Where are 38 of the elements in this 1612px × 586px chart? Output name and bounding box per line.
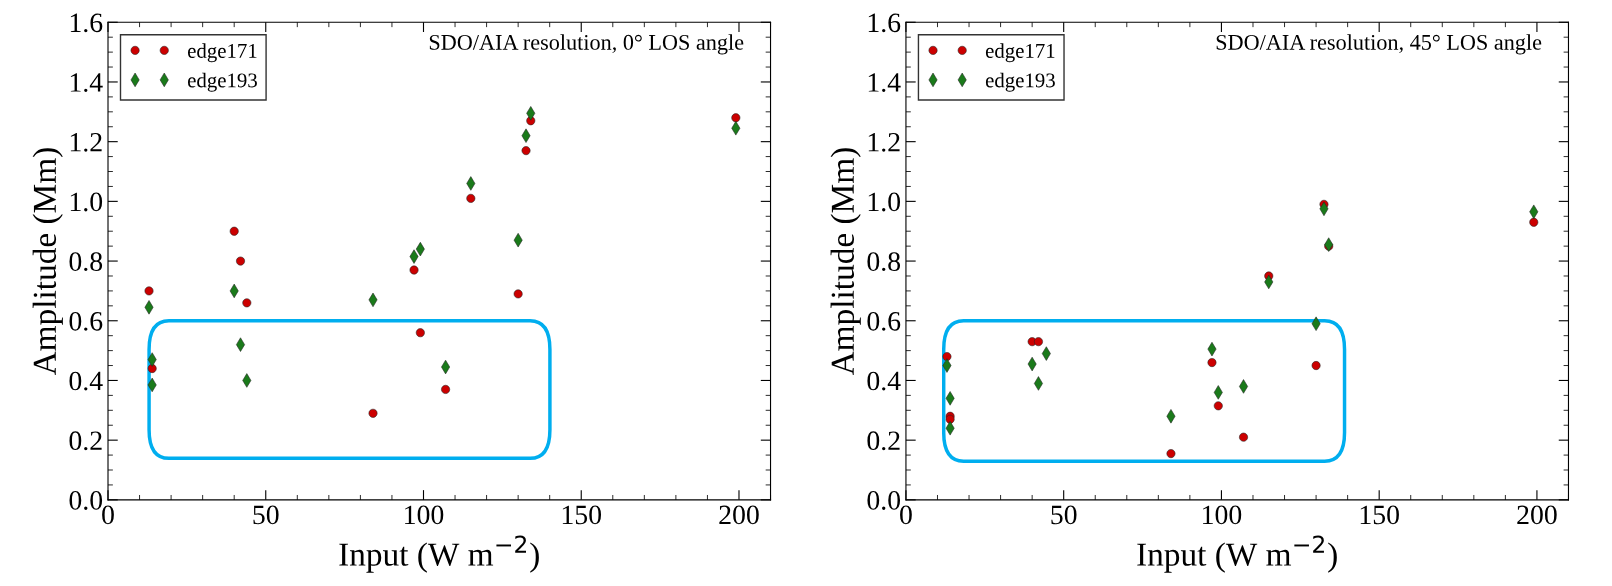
- chart-title: SDO/AIA resolution, 0° LOS angle: [429, 34, 744, 55]
- y-tick-label: 1.0: [868, 192, 901, 212]
- y-tick-label: 0.2: [69, 431, 102, 451]
- legend-label: edge171: [187, 43, 257, 63]
- y-axis-title: Amplitude (Mm): [32, 148, 63, 376]
- y-tick-label: 0.0: [867, 491, 901, 510]
- legend-label: edge171: [985, 43, 1055, 63]
- y-tick-label: 0.4: [69, 371, 103, 391]
- legend-label: edge193: [187, 72, 257, 92]
- x-tick-label: 150: [562, 505, 602, 525]
- y-tick-label: 0.6: [69, 311, 103, 331]
- y-tick-label: 0.4: [867, 371, 901, 391]
- x-tick-label: 0: [900, 505, 912, 525]
- y-tick-label: 1.2: [868, 132, 900, 152]
- y-tick-label: 1.6: [70, 13, 103, 33]
- y-tick-label: 1.4: [868, 73, 901, 92]
- x-tick-label: 0: [102, 505, 114, 525]
- x-tick-label: 50: [1051, 505, 1077, 525]
- y-tick-label: 0.8: [867, 252, 901, 272]
- y-tick-label: 1.2: [70, 132, 102, 152]
- y-tick-label: 0.6: [867, 311, 901, 331]
- x-tick-label: 200: [1517, 505, 1557, 525]
- chart-title: SDO/AIA resolution, 45° LOS angle: [1216, 34, 1542, 55]
- x-tick-label: 100: [1203, 505, 1242, 525]
- y-tick-label: 0.2: [867, 431, 900, 451]
- y-tick-label: 1.4: [70, 73, 103, 92]
- x-axis-title: Input (W m$^{−2}$): [1137, 535, 1337, 573]
- y-axis-title: Amplitude (Mm): [830, 148, 861, 376]
- y-tick-label: 0.8: [69, 252, 103, 272]
- x-tick-label: 100: [405, 505, 444, 525]
- x-axis-title: Input (W m$^{−2}$): [339, 535, 539, 573]
- x-tick-label: 50: [253, 505, 279, 525]
- x-tick-label: 150: [1360, 505, 1399, 525]
- y-tick-label: 1.0: [70, 192, 103, 212]
- x-tick-label: 200: [719, 505, 759, 525]
- y-tick-label: 0.0: [69, 491, 103, 510]
- y-tick-label: 1.6: [868, 13, 901, 33]
- legend-label: edge193: [985, 72, 1055, 92]
